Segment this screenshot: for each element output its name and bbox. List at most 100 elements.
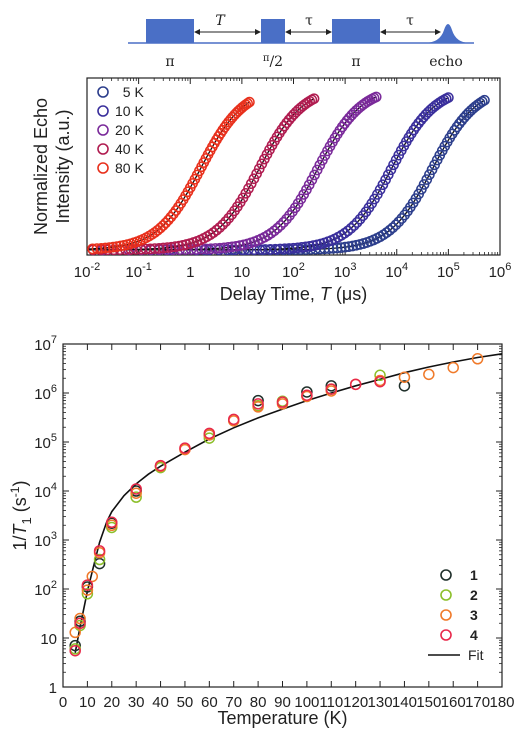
- data-point: [154, 459, 167, 472]
- relaxation-rate-chart: 0 10 20 30 40 50 60 70 80 90 100 110 120 130 140 150 160…: [8, 334, 515, 728]
- data-point: [345, 223, 357, 234]
- data-point: [91, 243, 103, 254]
- fit-curve: [169, 97, 449, 251]
- data-point: [69, 626, 81, 639]
- data-point: [471, 353, 484, 365]
- data-point: [374, 375, 386, 388]
- data-point: [443, 92, 454, 103]
- data-point: [130, 491, 142, 503]
- data-point: [211, 224, 222, 236]
- data-point: [382, 169, 394, 181]
- series-3: [69, 353, 484, 639]
- data-point: [339, 241, 351, 253]
- data-point: [384, 224, 396, 236]
- x-tick-label: 120: [343, 694, 368, 711]
- x-tick-label: 110: [319, 694, 343, 711]
- data-point: [230, 240, 242, 252]
- data-point: [166, 241, 177, 253]
- data-point: [252, 398, 264, 410]
- fit-line: [74, 353, 503, 653]
- legend-marker: [440, 609, 452, 621]
- data-point: [396, 213, 408, 224]
- legend-label: 2: [470, 587, 478, 603]
- series-2: [69, 369, 386, 655]
- data-point: [304, 240, 315, 252]
- y-tick-label: 107: [34, 334, 57, 354]
- data-point: [104, 242, 115, 253]
- x-tick-label: 150: [416, 694, 441, 711]
- x-tick-label: 40: [152, 694, 169, 711]
- x-tick-label: 0: [59, 694, 67, 711]
- data-point: [93, 557, 106, 570]
- echo-intensity-chart: 10-2 10-1 1 10 102 103 104 105 106 Delay Time, T …: [31, 77, 512, 304]
- series-4: [69, 375, 386, 657]
- data-point: [173, 240, 185, 252]
- data-point: [301, 386, 313, 398]
- data-point: [165, 211, 177, 223]
- x-tick-label: 106: [489, 261, 512, 281]
- echo-signal: [424, 24, 470, 43]
- data-point: [248, 244, 260, 256]
- y-tick-label: 104: [34, 481, 57, 501]
- data-point: [325, 383, 338, 395]
- legend-marker: [440, 569, 452, 581]
- data-point: [217, 219, 229, 231]
- data-point: [252, 401, 264, 413]
- data-point: [157, 242, 169, 254]
- data-point: [111, 241, 123, 252]
- data-point: [393, 216, 405, 228]
- data-point: [390, 219, 402, 231]
- data-point: [81, 587, 94, 600]
- legend: 5 K 10 K 20 K 40 K 80 K: [97, 84, 144, 176]
- pulse-label: π: [165, 54, 174, 70]
- data-point: [130, 487, 142, 499]
- pi-pulse-1: [146, 19, 194, 43]
- data-point: [218, 242, 230, 254]
- data-point: [179, 442, 191, 454]
- legend: 1 2 3 4 Fit: [428, 567, 484, 663]
- pulse-label: π: [351, 54, 360, 70]
- data-point: [226, 241, 238, 253]
- data-point: [130, 483, 142, 495]
- delay-label: τ: [305, 13, 313, 29]
- legend-marker: [97, 105, 109, 117]
- data-point: [300, 241, 312, 253]
- data-point: [214, 222, 226, 233]
- y-tick-label: 106: [34, 383, 57, 403]
- x-tick-label: 70: [225, 694, 242, 711]
- data-point: [301, 389, 313, 401]
- data-point: [106, 516, 118, 529]
- legend-label: 10 K: [115, 103, 144, 119]
- data-point: [276, 396, 289, 408]
- data-point: [252, 394, 264, 407]
- data-point: [107, 241, 119, 253]
- legend-label: 1: [470, 567, 478, 583]
- legend-label: 40 K: [115, 141, 144, 157]
- y-axis-label: Intensity (a.u.): [53, 109, 73, 223]
- data-point: [95, 242, 107, 254]
- legend-label: 80 K: [115, 160, 144, 176]
- data-point: [349, 378, 362, 391]
- x-tick-label: 140: [392, 694, 417, 711]
- x-tick-label: 130: [368, 694, 393, 711]
- data-point: [74, 617, 86, 629]
- data-point: [343, 241, 355, 252]
- data-point: [380, 174, 391, 186]
- y-axis-label: 1/T1 (s-1): [8, 481, 34, 551]
- data-point: [81, 584, 94, 596]
- x-axis-label: Temperature (K): [217, 708, 347, 728]
- y-tick-label: 103: [34, 530, 57, 550]
- legend-marker: [97, 162, 109, 174]
- data-point: [203, 432, 216, 444]
- data-point: [374, 369, 386, 382]
- series-1: [69, 380, 411, 652]
- legend-label: 5 K: [115, 84, 144, 100]
- data-point: [398, 371, 411, 383]
- data-point: [308, 93, 320, 105]
- data-point: [162, 214, 174, 226]
- y-tick-label: 105: [34, 432, 57, 452]
- data-point: [214, 242, 226, 254]
- data-point: [69, 639, 81, 652]
